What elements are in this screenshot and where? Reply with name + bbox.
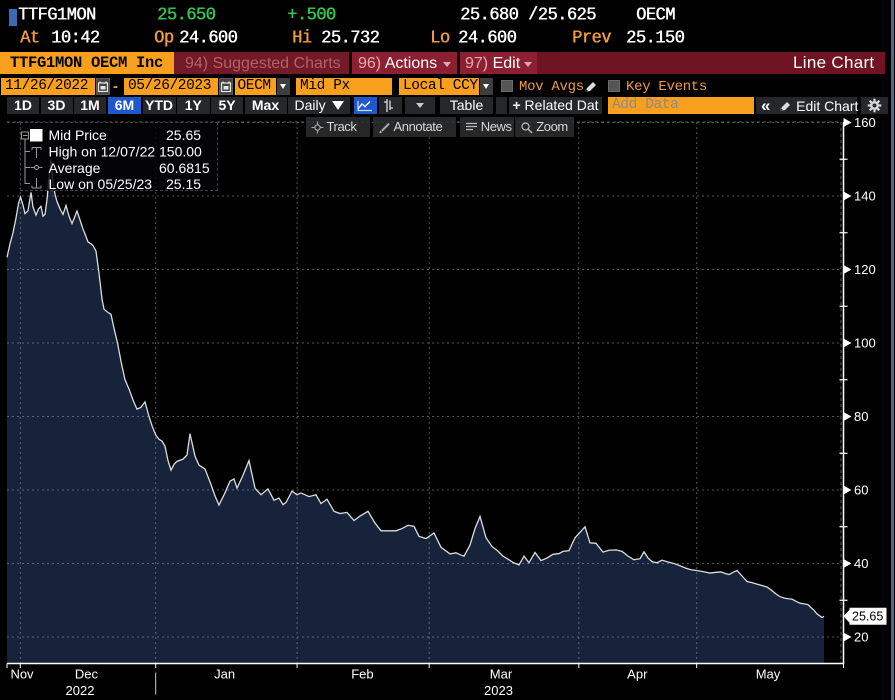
svg-text:Average: Average — [49, 160, 101, 176]
svg-text:2022: 2022 — [66, 683, 95, 698]
svg-text:Feb: Feb — [351, 667, 373, 682]
svg-text:60: 60 — [854, 483, 868, 498]
svg-text:Dec: Dec — [75, 667, 99, 682]
svg-text:25.15: 25.15 — [166, 176, 201, 191]
svg-text:Apr: Apr — [627, 667, 648, 682]
svg-text:40: 40 — [854, 556, 868, 571]
svg-text:Mid Price: Mid Price — [49, 127, 108, 143]
svg-text:25.65: 25.65 — [166, 127, 201, 143]
svg-text:80: 80 — [854, 409, 868, 424]
svg-text:100: 100 — [854, 336, 876, 351]
svg-text:60.6815: 60.6815 — [159, 160, 210, 176]
svg-text:140: 140 — [854, 189, 876, 204]
svg-text:May: May — [756, 667, 781, 682]
svg-text:2023: 2023 — [484, 683, 513, 698]
svg-text:High on 12/07/22: High on 12/07/22 — [49, 143, 156, 159]
svg-text:20: 20 — [854, 630, 868, 645]
svg-text:Mar: Mar — [490, 667, 513, 682]
svg-text:Jan: Jan — [214, 667, 235, 682]
svg-text:150.00: 150.00 — [159, 143, 202, 159]
svg-text:120: 120 — [854, 262, 876, 277]
svg-text:25.65: 25.65 — [852, 610, 883, 624]
svg-text:Low on 05/25/23: Low on 05/25/23 — [49, 176, 153, 191]
svg-text:Nov: Nov — [10, 667, 34, 682]
svg-text:160: 160 — [854, 115, 876, 130]
